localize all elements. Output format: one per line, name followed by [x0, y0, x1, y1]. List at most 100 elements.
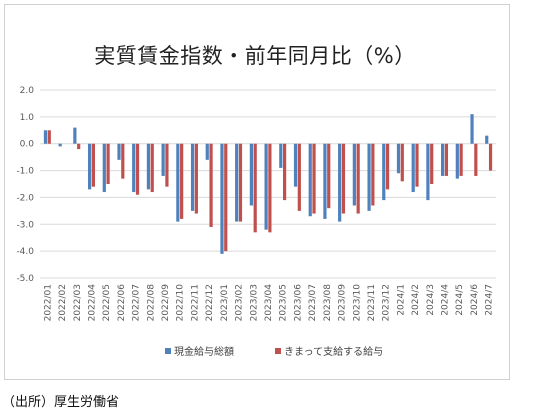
y-tick-label: 1.0: [20, 113, 35, 123]
bar-scheduled-earnings: [224, 143, 228, 252]
bar-cash-earnings: [220, 143, 224, 254]
legend-swatch: [165, 348, 171, 354]
bar-scheduled-earnings: [135, 143, 140, 195]
y-tick-label: -4.0: [16, 247, 34, 257]
bar-scheduled-earnings: [91, 143, 95, 187]
x-tick-label: 2023/07: [308, 284, 318, 321]
bar-cash-earnings: [102, 143, 106, 193]
bar-scheduled-earnings: [180, 143, 184, 219]
bar-cash-earnings: [323, 143, 327, 219]
y-tick-label: -2.0: [16, 193, 34, 203]
bar-cash-earnings: [205, 143, 209, 160]
bar-cash-earnings: [308, 143, 312, 217]
bar-cash-earnings: [455, 143, 459, 179]
bar-cash-earnings: [43, 130, 48, 144]
bar-cash-earnings: [190, 143, 195, 211]
y-tick-label: -1.0: [16, 167, 34, 177]
bar-cash-earnings: [264, 143, 268, 230]
bar-scheduled-earnings: [371, 143, 375, 206]
bar-cash-earnings: [117, 143, 121, 160]
bar-scheduled-earnings: [253, 143, 257, 233]
bar-cash-earnings: [293, 143, 298, 187]
x-tick-label: 2024/7: [485, 284, 495, 316]
bar-scheduled-earnings: [238, 143, 243, 222]
x-tick-label: 2023/08: [323, 284, 333, 322]
bar-cash-earnings: [279, 143, 283, 168]
legend-label: きまって支給する給与: [284, 345, 383, 358]
x-tick-label: 2023/03: [249, 284, 259, 321]
bar-scheduled-earnings: [327, 143, 331, 209]
chart-title: 実質賃金指数・前年同月比（%）: [94, 44, 416, 68]
x-tick-label: 2024/4: [441, 284, 451, 316]
bar-scheduled-earnings: [165, 143, 169, 187]
bar-scheduled-earnings: [459, 143, 463, 176]
x-tick-label: 2024/5: [455, 284, 465, 316]
bar-cash-earnings: [352, 143, 356, 206]
bar-cash-earnings: [426, 143, 430, 201]
x-tick-label: 2022/03: [73, 284, 83, 321]
bar-cash-earnings: [411, 143, 415, 193]
bar-scheduled-earnings: [356, 143, 360, 214]
bar-cash-earnings: [485, 135, 489, 144]
bar-scheduled-earnings: [341, 143, 346, 214]
bar-cash-earnings: [73, 127, 77, 144]
bar-chart: 2.0 1.0 0.0 -1.0 -2.0 -3.0 -4.0 -5.0 2022/01 2022…: [16, 86, 496, 358]
x-tick-label: 2024/6: [470, 284, 480, 316]
bar-cash-earnings: [396, 143, 401, 174]
bar-scheduled-earnings: [400, 143, 404, 182]
bar-scheduled-earnings: [385, 143, 390, 190]
bar-cash-earnings: [338, 143, 342, 222]
chart-frame: [4, 4, 510, 380]
x-tick-label: 2024/1: [396, 284, 406, 316]
bar-scheduled-earnings: [268, 143, 272, 233]
x-tick-label: 2022/10: [176, 284, 186, 322]
x-tick-label: 2024/2: [411, 284, 421, 316]
x-tick-label: 2022/08: [146, 284, 156, 322]
x-tick-label: 2022/07: [132, 284, 142, 321]
x-tick-label: 2023/10: [352, 284, 362, 322]
legend-label: 現金給与総額: [174, 345, 234, 358]
y-tick-label: -3.0: [16, 220, 34, 230]
x-tick-label: 2023/02: [235, 284, 245, 321]
bar-cash-earnings: [87, 143, 92, 190]
x-tick-label: 2024/3: [426, 284, 436, 316]
bar-cash-earnings: [176, 143, 180, 222]
bar-scheduled-earnings: [312, 143, 316, 214]
bar-scheduled-earnings: [283, 143, 287, 201]
x-tick-label: 2022/12: [205, 284, 215, 321]
bar-cash-earnings: [161, 143, 165, 176]
bar-scheduled-earnings: [488, 143, 493, 171]
bar-cash-earnings: [382, 143, 386, 201]
bar-cash-earnings: [249, 143, 253, 206]
bar-cash-earnings: [132, 143, 136, 193]
bar-scheduled-earnings: [297, 143, 301, 211]
bar-scheduled-earnings: [444, 143, 449, 176]
x-tick-label: 2023/09: [338, 284, 348, 322]
x-tick-label: 2022/11: [190, 284, 200, 321]
x-tick-label: 2023/04: [264, 284, 274, 322]
x-tick-label: 2022/01: [43, 284, 53, 321]
bar-scheduled-earnings: [474, 143, 478, 176]
x-tick-label: 2022/09: [161, 284, 171, 322]
bar-cash-earnings: [146, 143, 151, 190]
bar-cash-earnings: [235, 143, 239, 222]
bar-scheduled-earnings: [194, 143, 198, 214]
bar-scheduled-earnings: [209, 143, 213, 227]
bar-scheduled-earnings: [106, 143, 110, 184]
x-tick-label: 2023/12: [382, 284, 392, 321]
y-tick-label: -5.0: [16, 274, 34, 284]
x-tick-label: 2022/04: [87, 284, 97, 322]
bar-scheduled-earnings: [121, 143, 125, 179]
x-tick-label: 2022/06: [117, 284, 127, 322]
bar-cash-earnings: [441, 143, 445, 176]
bar-scheduled-earnings: [77, 143, 81, 150]
bar-cash-earnings: [58, 143, 62, 147]
x-tick-label: 2023/06: [293, 284, 303, 322]
bar-cash-earnings: [367, 143, 371, 211]
x-tick-label: 2023/11: [367, 284, 377, 321]
x-tick-label: 2023/01: [220, 284, 230, 321]
x-tick-label: 2022/05: [102, 284, 112, 321]
y-tick-label: 0.0: [20, 140, 35, 150]
source-note: （出所）厚生労働省: [2, 395, 120, 410]
x-tick-label: 2022/02: [58, 284, 68, 321]
